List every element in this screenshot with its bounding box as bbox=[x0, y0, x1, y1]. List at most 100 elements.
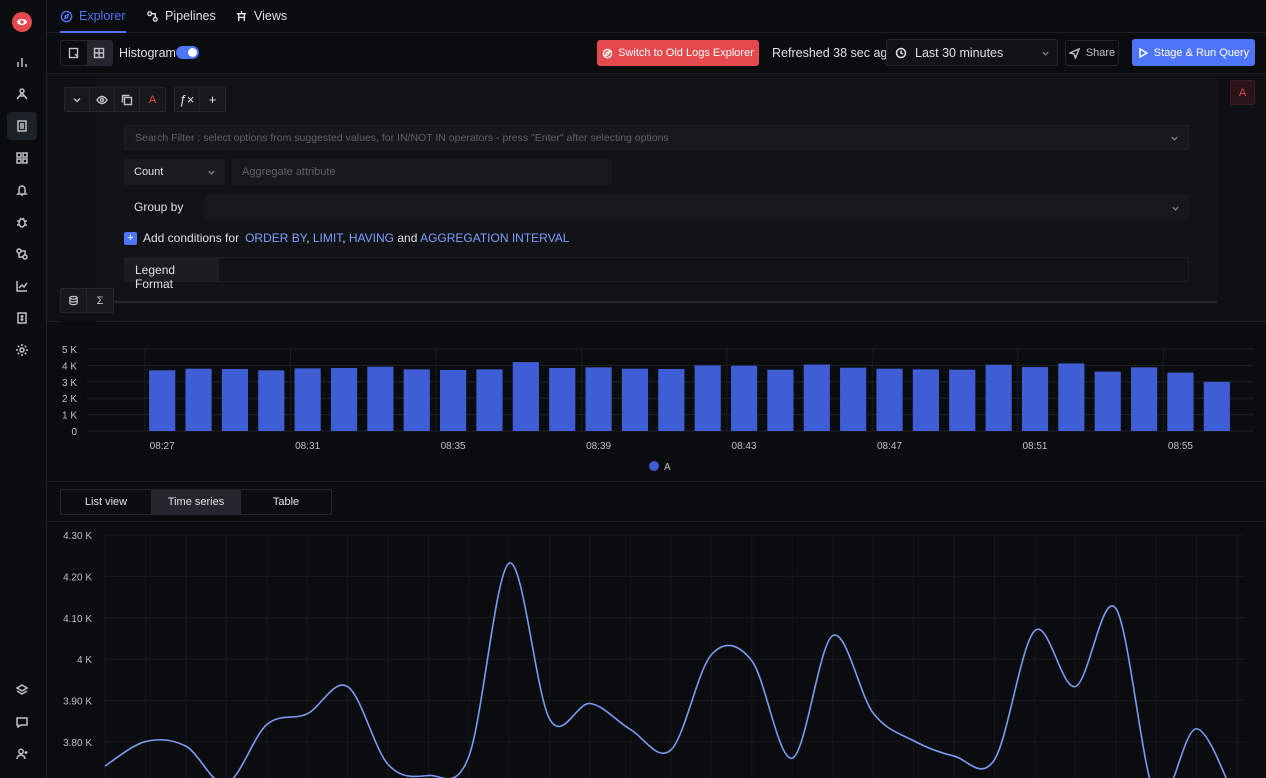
chat-icon[interactable] bbox=[7, 708, 37, 736]
collapse-query-icon[interactable] bbox=[65, 88, 90, 111]
chevron-down-icon bbox=[1171, 202, 1180, 216]
add-query-icon[interactable]: + bbox=[208, 92, 217, 107]
switch-old-label: Switch to Old Logs Explorer bbox=[618, 47, 754, 59]
logs-icon[interactable] bbox=[7, 112, 37, 140]
aggregate-attribute-placeholder: Aggregate attribute bbox=[242, 166, 336, 178]
database-icon[interactable] bbox=[61, 289, 87, 312]
metrics-icon[interactable] bbox=[7, 272, 37, 300]
histogram-bar bbox=[621, 368, 649, 431]
signoz-logo-icon[interactable] bbox=[12, 12, 32, 32]
y-tick-label: 3 K bbox=[62, 378, 77, 389]
y-tick-label: 2 K bbox=[62, 394, 77, 405]
group-by-select[interactable] bbox=[205, 194, 1189, 219]
dashboards-icon[interactable] bbox=[7, 144, 37, 172]
histogram-bar bbox=[367, 366, 394, 431]
y-tick-label: 4.30 K bbox=[63, 531, 92, 542]
histogram-bar bbox=[876, 368, 903, 431]
histogram-bar bbox=[221, 369, 249, 431]
services-icon[interactable] bbox=[7, 80, 37, 108]
search-filter-input[interactable]: Search Filter : select options from sugg… bbox=[124, 125, 1189, 150]
query-view-icon[interactable] bbox=[61, 41, 87, 65]
chevron-down-icon bbox=[207, 168, 216, 180]
histogram-bar bbox=[1058, 363, 1085, 431]
x-tick-label: 08:31 bbox=[295, 441, 320, 452]
settings-icon[interactable] bbox=[7, 336, 37, 364]
builder-view-icon[interactable] bbox=[86, 41, 112, 65]
top-nav: Explorer Pipelines Views bbox=[47, 0, 1266, 33]
tab-list-view[interactable]: List view bbox=[84, 496, 128, 508]
y-tick-label: 4.10 K bbox=[63, 614, 92, 625]
x-tick-label: 08:47 bbox=[877, 441, 902, 452]
explorer-toolbar: Histogram Switch to Old Logs Explorer Re… bbox=[47, 33, 1266, 74]
add-conditions: + Add conditions for ORDER BY, LIMIT, HA… bbox=[124, 231, 569, 245]
histogram-bar bbox=[949, 369, 976, 431]
histogram-bar bbox=[767, 369, 794, 431]
tab-table[interactable]: Table bbox=[272, 496, 300, 508]
histogram-bar bbox=[585, 367, 612, 431]
home-icon[interactable] bbox=[7, 48, 37, 76]
aggregate-attribute-input[interactable]: Aggregate attribute bbox=[232, 159, 612, 185]
y-tick-label: 0 bbox=[71, 427, 77, 438]
having-link[interactable]: HAVING bbox=[348, 231, 395, 245]
histogram-bar bbox=[549, 368, 576, 431]
histogram-bar bbox=[658, 369, 685, 431]
add-conditions-prefix: Add conditions for bbox=[143, 231, 240, 245]
billing-icon[interactable] bbox=[7, 304, 37, 332]
alerts-icon[interactable] bbox=[7, 176, 37, 204]
function-icon[interactable]: ƒ× bbox=[175, 88, 200, 111]
x-tick-label: 08:39 bbox=[586, 441, 611, 452]
histogram-bar bbox=[512, 362, 539, 431]
plus-icon[interactable]: + bbox=[124, 231, 137, 245]
y-tick-label: 4 K bbox=[62, 361, 77, 372]
layers-icon[interactable] bbox=[7, 676, 37, 704]
y-tick-label: 1 K bbox=[62, 411, 77, 422]
view-tabs: List view Time series Table bbox=[60, 489, 332, 515]
tab-pipelines[interactable]: Pipelines bbox=[146, 0, 216, 32]
switch-old-explorer-button[interactable]: Switch to Old Logs Explorer bbox=[597, 40, 759, 66]
copy-query-icon[interactable] bbox=[115, 88, 140, 111]
exceptions-icon[interactable] bbox=[7, 208, 37, 236]
histogram-svg: 0 1 K 2 K 3 K 4 K 5 K 08:27 08:31 08:35 08:39 08:4… bbox=[62, 345, 1254, 473]
time-series-chart: 3.80 K 3.90 K 4 K 4.10 K 4.20 K 4.30 K bbox=[47, 521, 1266, 778]
aggregate-operator-value: Count bbox=[134, 166, 164, 178]
invite-user-icon[interactable] bbox=[7, 740, 37, 768]
y-tick-label: 4 K bbox=[77, 655, 92, 666]
histogram-bar bbox=[1094, 371, 1121, 431]
limit-link[interactable]: LIMIT bbox=[312, 231, 343, 245]
play-icon bbox=[1139, 47, 1148, 58]
pipelines-icon[interactable] bbox=[7, 240, 37, 268]
tab-time-series[interactable]: Time series bbox=[151, 490, 241, 514]
legend-format-label: Legend Format bbox=[125, 258, 219, 291]
aggregate-operator-select[interactable]: Count bbox=[124, 159, 225, 185]
histogram-bar bbox=[1130, 367, 1158, 431]
sigma-icon[interactable]: Σ bbox=[96, 294, 104, 307]
histogram-bar bbox=[440, 369, 467, 431]
legend-swatch bbox=[649, 461, 659, 471]
query-footer-actions: Σ bbox=[60, 288, 114, 313]
histogram-bar bbox=[185, 368, 212, 431]
tab-explorer[interactable]: Explorer bbox=[60, 0, 126, 33]
x-tick-label: 08:27 bbox=[150, 441, 175, 452]
order-by-link[interactable]: ORDER BY bbox=[245, 231, 307, 245]
tab-views[interactable]: Views bbox=[235, 0, 287, 32]
pipelines-icon bbox=[147, 10, 158, 22]
time-range-select[interactable]: Last 30 minutes bbox=[886, 39, 1058, 66]
compass-icon bbox=[60, 10, 73, 22]
tab-label: Views bbox=[254, 9, 288, 23]
histogram-toggle[interactable] bbox=[176, 46, 199, 59]
x-tick-label: 08:43 bbox=[732, 441, 757, 452]
query-label-right[interactable]: A bbox=[1230, 80, 1255, 105]
histogram-bar bbox=[985, 364, 1012, 431]
left-rail bbox=[0, 0, 47, 778]
query-name-badge[interactable]: A bbox=[148, 93, 157, 106]
y-tick-label: 5 K bbox=[62, 345, 77, 356]
share-button[interactable]: Share bbox=[1065, 40, 1119, 66]
share-label: Share bbox=[1085, 47, 1116, 59]
histogram-bar bbox=[1167, 372, 1194, 431]
legend-format-field[interactable]: Legend Format bbox=[124, 257, 1189, 291]
stage-run-query-button[interactable]: Stage & Run Query bbox=[1132, 39, 1255, 66]
x-tick-label: 08:55 bbox=[1168, 441, 1193, 452]
chevron-down-icon bbox=[1041, 47, 1050, 61]
aggregation-interval-link[interactable]: AGGREGATION INTERVAL bbox=[420, 231, 570, 245]
visibility-eye-icon[interactable] bbox=[90, 88, 115, 111]
